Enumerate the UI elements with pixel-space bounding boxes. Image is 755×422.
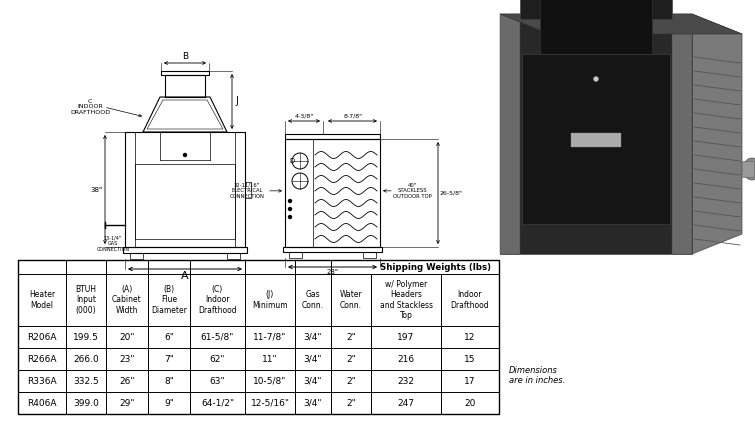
Text: (B)
Flue
Diameter: (B) Flue Diameter [151,285,187,315]
Polygon shape [692,14,742,254]
Text: 3/4": 3/4" [304,333,322,341]
Text: 10-5/8": 10-5/8" [254,376,287,386]
Text: 2": 2" [346,354,356,363]
Text: 2": 2" [346,376,356,386]
Text: BTUH
Input
(000): BTUH Input (000) [76,285,97,315]
Text: 232: 232 [397,376,414,386]
Text: 2": 2" [346,333,356,341]
Text: (J)
Minimum: (J) Minimum [252,290,288,310]
Bar [363,252,376,258]
Text: 216: 216 [397,354,414,363]
Bar [125,132,245,247]
Circle shape [288,208,291,211]
Text: 61-5/8": 61-5/8" [201,333,234,341]
Bar [161,71,209,75]
Text: 2": 2" [346,398,356,408]
Text: Dimensions
are in inches.: Dimensions are in inches. [509,366,565,385]
Text: 4-3/8": 4-3/8" [294,114,313,119]
Bar [285,139,380,247]
Text: 199.5: 199.5 [73,333,99,341]
Text: 3/4": 3/4" [304,376,322,386]
Text: Water
Conn.: Water Conn. [340,290,362,310]
Text: 8": 8" [164,376,174,386]
Text: 63": 63" [210,376,225,386]
Bar [500,14,520,254]
Text: (C)
Indoor
Drafthood: (C) Indoor Drafthood [198,285,237,315]
Bar [18,260,499,414]
Bar [520,0,672,19]
Text: 197: 197 [397,333,414,341]
Text: (A)
Cabinet
Width: (A) Cabinet Width [112,285,142,315]
Bar [130,253,143,259]
Text: R336A: R336A [27,376,57,386]
Polygon shape [500,14,742,34]
Bar [285,134,380,139]
Text: Gas
Conn.: Gas Conn. [302,290,324,310]
Bar [672,14,692,254]
Text: 28": 28" [326,269,338,275]
Bar [123,247,247,253]
Bar [165,75,205,97]
Text: Shipping Weights (lbs): Shipping Weights (lbs) [380,262,491,271]
Bar [245,182,251,198]
Text: 20: 20 [464,398,476,408]
Text: A: A [181,271,189,281]
Text: 3/4": 3/4" [304,354,322,363]
Text: Heater
Model: Heater Model [29,290,55,310]
Ellipse shape [743,158,755,180]
Text: D: D [289,157,294,164]
Circle shape [593,76,599,81]
Text: 62": 62" [210,354,225,363]
Text: 38": 38" [91,187,103,192]
Bar [742,161,754,177]
Text: 23": 23" [119,354,134,363]
Text: 32-11/16"
ELECTRICAL
CONNECTION: 32-11/16" ELECTRICAL CONNECTION [230,183,264,199]
Text: 12-5/16": 12-5/16" [251,398,289,408]
Text: 29": 29" [119,398,134,408]
Text: 8-7/8": 8-7/8" [344,114,362,119]
Text: 13-1/4"
GAS
CONNECTION: 13-1/4" GAS CONNECTION [97,235,130,252]
Bar [289,252,302,258]
Text: 3/4": 3/4" [304,398,322,408]
Text: R406A: R406A [27,398,57,408]
Circle shape [288,216,291,219]
Bar [500,14,692,254]
Text: 20": 20" [119,333,134,341]
Circle shape [288,200,291,203]
Text: R266A: R266A [27,354,57,363]
Bar [522,54,670,224]
Text: 399.0: 399.0 [73,398,99,408]
Text: 40"
STACKLESS
OUTDOOR TOP: 40" STACKLESS OUTDOOR TOP [393,183,431,199]
Bar [135,164,235,239]
Bar [227,253,240,259]
Text: 247: 247 [397,398,414,408]
Text: Indoor
Drafthood: Indoor Drafthood [451,290,489,310]
Text: R206A: R206A [27,333,57,341]
Text: 6": 6" [164,333,174,341]
Text: 15: 15 [464,354,476,363]
Text: 17: 17 [464,376,476,386]
Text: 64-1/2": 64-1/2" [201,398,234,408]
Text: 12: 12 [464,333,476,341]
Text: 332.5: 332.5 [73,376,99,386]
Text: 26-5/8": 26-5/8" [440,190,463,195]
Bar [571,133,621,147]
Text: 26": 26" [119,376,134,386]
Text: w/ Polymer
Headers
and Stackless
Top: w/ Polymer Headers and Stackless Top [380,280,433,320]
Text: J: J [235,97,238,106]
Bar [540,0,652,54]
Text: 11": 11" [262,354,278,363]
Text: B: B [182,52,188,61]
Text: 9": 9" [164,398,174,408]
Text: 266.0: 266.0 [73,354,99,363]
Bar [283,247,382,252]
Circle shape [183,153,187,157]
Text: 7": 7" [164,354,174,363]
Text: 11-7/8": 11-7/8" [254,333,287,341]
Text: C
INDOOR
DRAFTHOOD: C INDOOR DRAFTHOOD [70,99,110,115]
